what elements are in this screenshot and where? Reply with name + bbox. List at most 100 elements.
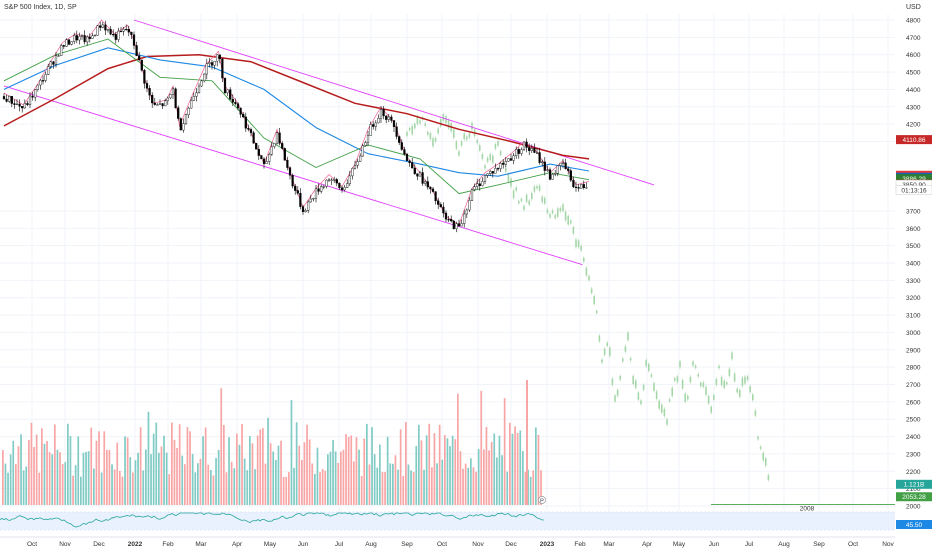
candle-body — [130, 31, 133, 35]
candle-body — [101, 24, 104, 28]
candle-body — [195, 92, 198, 97]
candle-body — [533, 148, 536, 153]
projection-candle — [453, 129, 455, 138]
candle-body — [330, 179, 333, 181]
candle-body — [556, 165, 559, 174]
candle-body — [372, 124, 375, 127]
candle-body — [512, 155, 515, 161]
price-tick-21: 2500 — [906, 417, 921, 424]
projection-candle — [736, 388, 738, 393]
candle-body — [507, 158, 510, 162]
candle-body — [486, 173, 489, 176]
projection-candle — [486, 157, 489, 162]
projection-candle — [762, 452, 764, 461]
projection-candle — [674, 378, 676, 381]
projection-candle — [694, 365, 697, 368]
candle-body — [197, 85, 201, 93]
candle-body — [286, 159, 289, 168]
time-tick-10: Aug — [365, 541, 377, 548]
price-tags: 4110.863905.423894.033886.293853.723850.… — [895, 135, 932, 529]
price-axis[interactable]: 4800470046004500440043004200410037003600… — [906, 18, 921, 511]
candle-body — [546, 169, 549, 171]
candle-body — [47, 66, 50, 75]
volume-bar — [368, 464, 371, 505]
volume-bar — [158, 452, 160, 505]
candle-body — [270, 146, 273, 155]
projection-candle — [705, 386, 707, 395]
projection-candle — [676, 376, 679, 383]
price-tick-12: 3400 — [906, 261, 921, 268]
volume-bar — [48, 452, 51, 505]
candle-body — [463, 213, 466, 224]
candle-body — [444, 212, 448, 220]
time-tick-19: May — [673, 541, 686, 548]
volume-bar — [477, 448, 480, 505]
candle-body — [356, 161, 359, 166]
candle-body — [369, 124, 372, 136]
time-tick-1: Nov — [59, 541, 71, 548]
candle-body — [234, 102, 237, 104]
candle-body — [34, 89, 37, 98]
candle-body — [148, 88, 151, 96]
time-axis[interactable]: Oct Nov Dec 2022 Feb Mar Apr May Jun Jul Aug Sep Oct… — [0, 536, 895, 548]
candle-body — [494, 168, 497, 174]
candle-body — [411, 162, 414, 169]
volume-bar — [405, 422, 407, 505]
candle-body — [580, 184, 583, 189]
candle-body — [307, 201, 310, 211]
volume-bar — [363, 438, 366, 505]
candle-body — [244, 116, 247, 129]
volume-bar — [537, 435, 540, 505]
candle-body — [530, 148, 533, 151]
projection-candle — [606, 342, 608, 347]
volume-bar — [470, 458, 472, 505]
volume-bar — [306, 424, 308, 505]
projection-candle — [408, 128, 411, 131]
candle-body — [145, 83, 149, 89]
candle-body — [405, 153, 409, 162]
volume-bar — [210, 470, 212, 505]
volume-bar — [171, 422, 173, 505]
candle-body — [255, 142, 258, 150]
projection-candle — [648, 363, 650, 371]
volume-bar — [256, 435, 259, 505]
projection-candle — [749, 386, 751, 393]
candle-body — [23, 103, 26, 109]
volume-bar — [259, 429, 262, 505]
volume-bar — [168, 474, 171, 505]
volume-bar — [87, 451, 90, 505]
candle-body — [216, 54, 219, 62]
volume-bar — [163, 435, 165, 505]
candle-body — [340, 187, 344, 191]
price-tag-box-6 — [895, 185, 932, 195]
candle-body — [343, 187, 346, 191]
volume-bar — [496, 457, 498, 505]
projection-candle — [520, 198, 523, 202]
volume-bar — [436, 463, 438, 505]
volume-bar — [126, 437, 129, 505]
candle-body — [400, 142, 403, 150]
candle-body — [515, 149, 518, 156]
projection-candle — [739, 389, 741, 397]
price-tick-19: 2700 — [906, 382, 921, 389]
time-tick-3: 2022 — [128, 541, 143, 548]
candle-body — [187, 107, 190, 115]
projection-candle — [429, 133, 432, 140]
volume-bar — [503, 398, 506, 505]
projection-candle — [497, 140, 499, 146]
candle-body — [190, 100, 193, 109]
projection-candle — [427, 131, 429, 135]
volume-bar — [181, 455, 184, 505]
volume-bar — [43, 443, 46, 505]
volume-bar — [316, 447, 319, 505]
candle-body — [437, 200, 440, 205]
candle-body — [525, 141, 528, 148]
projection-candle — [757, 436, 759, 440]
volume-bar — [15, 464, 17, 505]
candle-body — [327, 179, 331, 181]
projection-candle — [700, 382, 702, 387]
candle-body — [398, 136, 401, 143]
volume-bar — [462, 468, 464, 505]
volume-bar — [189, 431, 191, 505]
